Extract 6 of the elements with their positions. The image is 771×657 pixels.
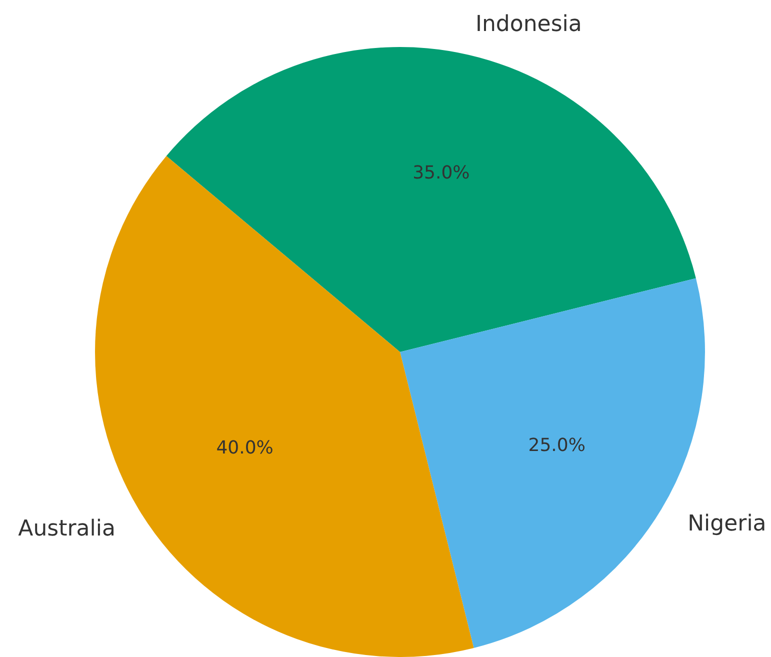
data-label: 40.0% [216,438,274,459]
data-label: 35.0% [412,162,470,184]
slice-label: Australia [18,516,116,542]
data-label: 25.0% [528,434,586,456]
slice-label: Indonesia [475,12,582,37]
slice-label: Nigeria [688,512,766,537]
